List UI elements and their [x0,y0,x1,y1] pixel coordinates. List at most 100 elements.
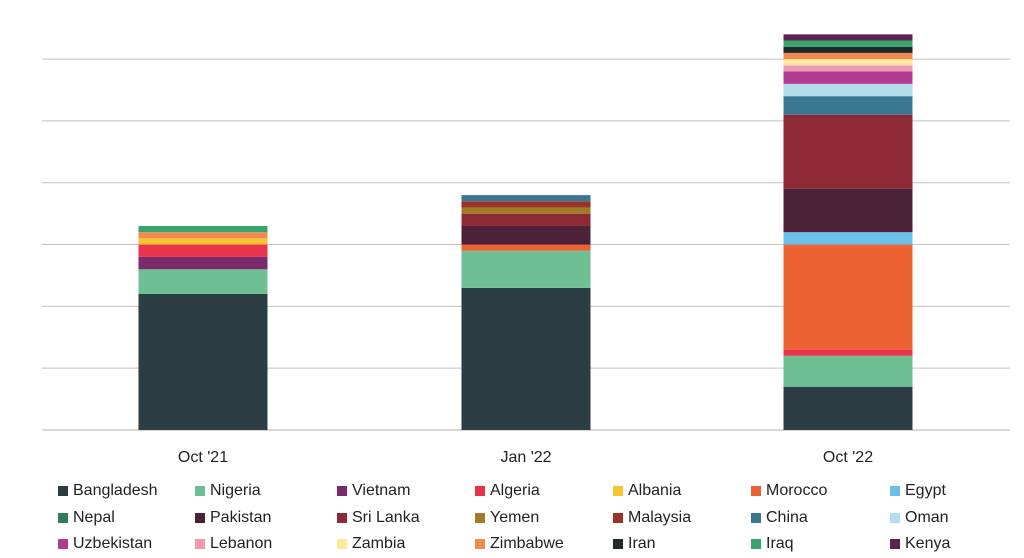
legend-swatch [337,512,347,523]
legend-item-kenya: Kenya [890,535,950,553]
legend-label: Egypt [905,482,946,500]
legend-label: Iran [628,535,656,553]
legend-label: Lebanon [210,535,273,553]
bar-segment-zambia-2 [783,59,913,66]
legend-row: Nepal Pakistan Sri Lanka Yemen Malaysia China… [58,505,1018,532]
legend-label: Bangladesh [73,482,158,500]
legend-swatch [195,512,205,523]
legend-item-sri-lanka: Sri Lanka [337,509,420,527]
legend-swatch [613,486,623,497]
legend-item-zimbabwe: Zimbabwe [475,535,564,553]
legend-label: Nigeria [210,482,261,500]
legend-swatch [890,486,900,497]
legend-swatch [58,486,68,497]
bar-segment-zimbabwe-0 [138,232,268,239]
bar-segment-iraq-0 [138,226,268,233]
legend-item-uzbekistan: Uzbekistan [58,535,152,553]
legend-label: Zimbabwe [490,535,564,553]
bar-segment-vietnam-0 [138,256,268,270]
bar-segment-pakistan-1 [461,226,591,245]
legend-label: Oman [905,508,949,526]
bar-segment-iraq-2 [783,40,913,47]
legend-item-zambia: Zambia [337,535,405,553]
legend-label: Nepal [73,508,115,526]
legend-item-nigeria: Nigeria [195,482,261,500]
bar-segment-nigeria-2 [783,355,913,387]
bar-segment-nigeria-0 [138,269,268,294]
bar-segment-kenya-2 [783,34,913,41]
bar-segment-egypt-2 [783,232,913,245]
legend-item-algeria: Algeria [475,482,540,500]
legend-label: Algeria [490,482,540,500]
bar-segment-yemen-1 [461,207,591,214]
legend-swatch [613,539,623,550]
legend-item-nepal: Nepal [58,509,115,527]
bar-segment-bangladesh-1 [461,287,591,430]
legend-swatch [613,512,623,523]
legend-item-pakistan: Pakistan [195,509,271,527]
bar-segment-morocco-1 [461,244,591,251]
legend-item-oman: Oman [890,509,949,527]
stacked-bar-chart: Oct '21 Jan '22 Oct '22 [42,34,1010,466]
legend-label: Iraq [766,535,794,553]
legend-swatch [475,486,485,497]
legend-item-china: China [751,509,808,527]
legend-swatch [58,539,68,550]
bar-segment-albania-0 [138,238,268,245]
legend-label: China [766,508,808,526]
chart-legend: Bangladesh Nigeria Vietnam Algeria Albania Mo… [58,478,1018,558]
legend-item-yemen: Yemen [475,509,539,527]
bar-segment-algeria-2 [783,349,913,356]
legend-swatch [58,512,68,523]
legend-swatch [751,486,761,497]
bar-segment-iran-2 [783,46,913,53]
bar-segment-algeria-0 [138,244,268,257]
legend-label: Kenya [905,535,951,553]
legend-label: Morocco [766,482,828,500]
legend-swatch [337,486,347,497]
legend-item-lebanon: Lebanon [195,535,272,553]
legend-label: Uzbekistan [73,535,153,553]
x-tick-label-1: Jan '22 [500,449,551,466]
legend-label: Vietnam [352,482,411,500]
bar-segment-nigeria-1 [461,250,591,288]
legend-item-malaysia: Malaysia [613,509,691,527]
bar-segment-china-1 [461,195,591,202]
legend-label: Pakistan [210,508,272,526]
bar-segment-bangladesh-0 [138,294,268,430]
legend-item-vietnam: Vietnam [337,482,410,500]
bar-segment-sri-lanka-2 [783,114,913,189]
bar-segment-malaysia-1 [461,201,591,208]
bar-segment-sri-lanka-1 [461,213,591,226]
legend-item-egypt: Egypt [890,482,946,500]
legend-label: Zambia [352,535,406,553]
legend-swatch [337,539,347,550]
legend-swatch [195,486,205,497]
legend-swatch [751,512,761,523]
bar-segment-bangladesh-2 [783,386,913,430]
legend-label: Yemen [490,508,540,526]
bar-segment-lebanon-2 [783,65,913,72]
legend-swatch [890,512,900,523]
legend-row: Bangladesh Nigeria Vietnam Algeria Albania Mo… [58,478,1018,505]
bar-segment-china-2 [783,96,913,115]
legend-item-bangladesh: Bangladesh [58,482,158,500]
legend-item-iraq: Iraq [751,535,794,553]
legend-swatch [475,539,485,550]
legend-label: Malaysia [628,508,692,526]
legend-label: Sri Lanka [352,508,420,526]
legend-swatch [751,539,761,550]
bar-segment-uzbekistan-2 [783,71,913,84]
legend-row: Uzbekistan Lebanon Zambia Zimbabwe Iran Iraq K… [58,531,1018,558]
legend-label: Albania [628,482,682,500]
legend-item-iran: Iran [613,535,656,553]
legend-swatch [890,539,900,550]
bar-segment-pakistan-2 [783,188,913,233]
bar-segment-zimbabwe-2 [783,52,913,60]
x-tick-label-2: Oct '22 [823,449,873,466]
legend-item-albania: Albania [613,482,681,500]
legend-swatch [475,512,485,523]
legend-swatch [195,539,205,550]
legend-item-morocco: Morocco [751,482,827,500]
bar-segment-morocco-2 [783,244,913,350]
